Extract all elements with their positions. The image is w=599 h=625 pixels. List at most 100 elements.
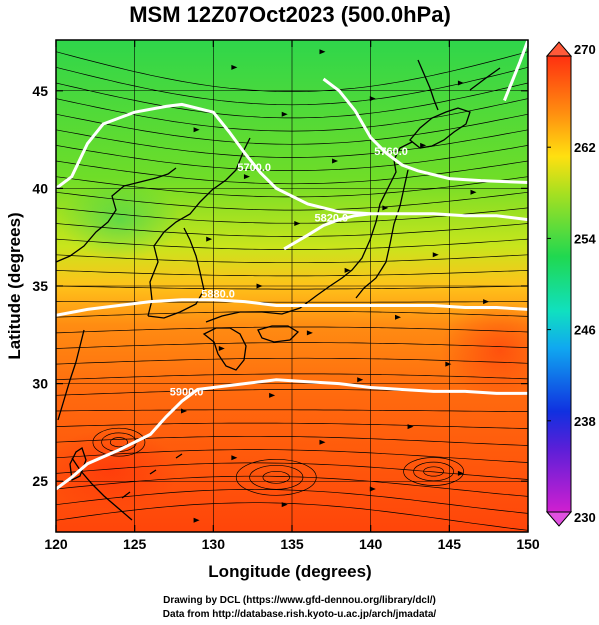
streamline <box>56 238 528 250</box>
plot-area: 5700.0 5760.0 5820.0 5880.0 5900.0 5940.0 <box>56 31 545 532</box>
streamline <box>56 489 528 514</box>
warm-anomaly-east <box>440 300 528 400</box>
streamline <box>56 502 528 531</box>
x-tick-label: 140 <box>359 536 383 552</box>
colorbar-tick-label: 262 <box>574 140 596 155</box>
x-tick-label: 125 <box>123 536 147 552</box>
contour-label: 5940.0 <box>511 31 545 43</box>
streamline-arrow <box>357 377 364 383</box>
coastline-japan-main <box>205 141 413 323</box>
x-axis-ticks: 120 125 130 135 140 145 150 <box>44 40 540 552</box>
streamline-arrow <box>319 49 326 55</box>
height-contour <box>283 212 371 251</box>
height-contour <box>322 77 528 184</box>
streamline <box>56 129 528 158</box>
streamline <box>56 254 528 264</box>
streamline <box>56 326 528 334</box>
streamline <box>56 82 528 119</box>
vortex-ring <box>235 458 317 496</box>
height-contour <box>503 40 528 102</box>
coastline-china <box>56 167 177 521</box>
streamline-arrow <box>457 80 464 86</box>
streamline <box>56 409 528 412</box>
colorbar-upper-extend <box>545 41 573 57</box>
streamline <box>56 285 528 290</box>
streamline-arrow <box>206 236 213 242</box>
streamline-arrow <box>420 142 427 148</box>
credit-line-2: Data from http://database.rish.kyoto-u.a… <box>162 609 437 620</box>
coastline-shikoku <box>257 325 300 343</box>
y-tick-label: 40 <box>32 180 48 196</box>
streamline-arrow <box>457 470 464 476</box>
height-contour <box>56 378 528 491</box>
cool-anomaly <box>60 180 180 260</box>
y-tick-label: 25 <box>32 473 48 489</box>
colorbar-tick-label: 230 <box>574 510 596 525</box>
height-contour <box>56 102 528 222</box>
contour-label: 5760.0 <box>374 146 408 158</box>
streamline-arrow <box>256 283 263 289</box>
streamline-arrow <box>394 314 401 320</box>
y-tick-label: 30 <box>32 376 48 392</box>
colorbar-lower-extend <box>545 511 573 527</box>
streamline-arrow <box>432 252 439 258</box>
colorbar-ticks: 230 238 246 254 262 270 <box>547 42 596 525</box>
y-tick-label: 45 <box>32 83 48 99</box>
streamline-arrow <box>369 486 376 492</box>
vortex-ring <box>262 470 290 484</box>
streamline <box>56 160 528 185</box>
height-contour <box>56 298 528 317</box>
x-axis-label: Longitude (degrees) <box>208 562 371 581</box>
streamline <box>56 270 528 277</box>
streamline <box>56 301 528 303</box>
streamline-arrow <box>470 189 477 195</box>
streamline <box>56 98 528 132</box>
x-tick-label: 150 <box>516 536 540 552</box>
vortex-ring <box>249 464 304 490</box>
streamline-arrow <box>306 330 313 336</box>
streamline <box>56 475 528 497</box>
streamline-arrow <box>407 424 414 430</box>
y-axis-ticks: 25 30 35 40 45 <box>32 83 528 489</box>
colorbar-tick-label: 254 <box>574 231 596 246</box>
streamline-arrow <box>231 455 238 461</box>
contour-label: 5880.0 <box>201 289 235 301</box>
streamline-arrow <box>445 361 452 367</box>
height-contours: 5700.0 5760.0 5820.0 5880.0 5900.0 5940.0 <box>56 31 545 491</box>
streamline <box>56 51 528 92</box>
contour-label: 5900.0 <box>170 386 204 398</box>
vortex-ring <box>413 461 454 482</box>
streamline-arrow <box>243 174 250 180</box>
streamline-arrow <box>483 299 490 305</box>
x-tick-label: 145 <box>438 536 462 552</box>
streamline <box>56 342 528 349</box>
streamline-arrow <box>231 64 238 70</box>
vortex-ring <box>92 427 146 457</box>
streamline-arrow <box>181 408 188 414</box>
streamline <box>56 435 528 446</box>
streamline <box>56 311 528 318</box>
vortex-ring <box>423 466 444 477</box>
streamline-arrow <box>281 502 288 508</box>
streamline <box>56 145 528 171</box>
y-axis-label: Latitude (degrees) <box>5 212 24 359</box>
streamline-arrow <box>281 111 288 117</box>
streamline-arrow <box>344 267 351 273</box>
streamline-arrow <box>269 392 276 398</box>
warm-anomaly <box>56 430 180 510</box>
streamline <box>56 422 528 429</box>
x-tick-label: 120 <box>44 536 68 552</box>
streamline-arrow <box>218 345 225 351</box>
streamline <box>56 373 528 381</box>
x-tick-label: 130 <box>202 536 226 552</box>
y-tick-label: 35 <box>32 278 48 294</box>
streamline-arrow <box>193 517 200 523</box>
streamline <box>56 357 528 365</box>
streamline <box>56 113 528 145</box>
streamline-arrow <box>193 127 200 133</box>
chart-title: MSM 12Z07Oct2023 (500.0hPa) <box>129 2 451 27</box>
contour-label: 5700.0 <box>237 162 271 174</box>
coastline-taiwan <box>69 446 87 481</box>
colorbar-tick-label: 246 <box>574 323 596 338</box>
